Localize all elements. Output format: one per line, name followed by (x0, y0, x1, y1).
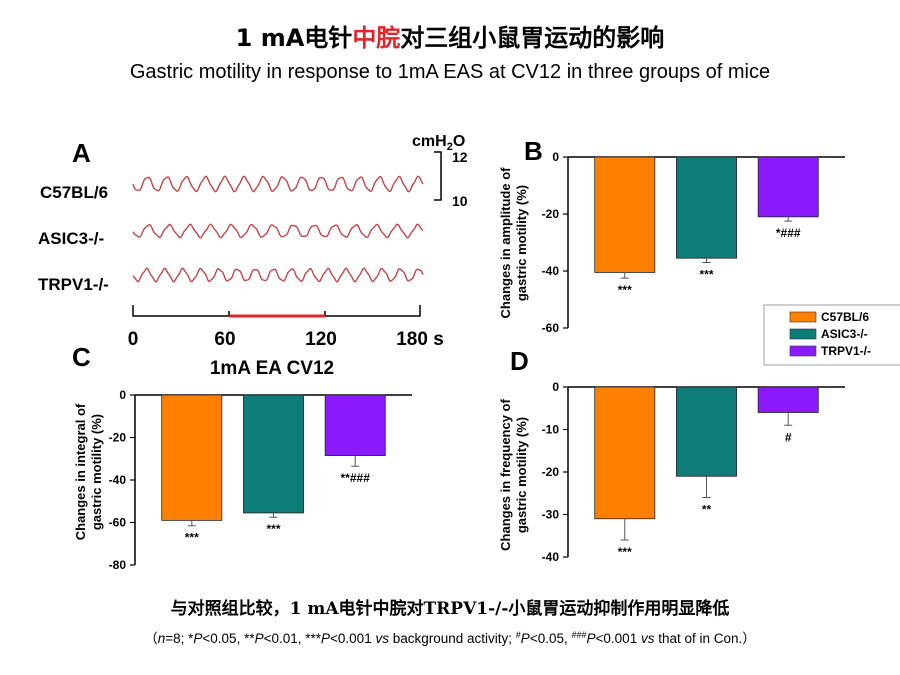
error-bar-c-asic3 (269, 512, 278, 518)
sig-label-d-asic3: ** (702, 503, 712, 517)
title-cn-highlight: 中脘 (352, 24, 400, 52)
y-tick-label-c: -80 (109, 558, 127, 572)
y-tick-label-b: -40 (542, 264, 560, 278)
conclusion-cn: 与对照组比较，1 mA电针中脘对TRPV1-/-小鼠胃运动抑制作用明显降低 (171, 598, 730, 619)
bar-d-c57 (594, 386, 656, 520)
legend-label-trpv1: TRPV1-/- (821, 344, 871, 358)
y-tick-label-c: -60 (109, 516, 127, 530)
time-tick-120: 120 (305, 329, 337, 350)
scale-unit: cmH2O (412, 133, 465, 153)
legend-label-c57: C57BL/6 (821, 310, 869, 324)
title-en: Gastric motility in response to 1mA EAS … (130, 61, 770, 83)
scale-top: 12 (452, 149, 468, 165)
legend-box (763, 304, 900, 366)
legend-swatch-trpv1 (789, 345, 817, 357)
sig-label-c-c57: *** (185, 531, 199, 545)
legend: C57BL/6 ASIC3-/- TRPV1-/- (763, 304, 900, 366)
sig-label-b-trpv1: *### (776, 226, 801, 240)
sig-label-d-c57: *** (618, 545, 632, 559)
y-tick-label-b: 0 (552, 150, 559, 164)
time-tick-180: 180 s (396, 329, 444, 350)
trace-asic3 (132, 223, 424, 239)
y-axis-title-c: Changes in integral of (73, 403, 88, 540)
y-tick-label-c: 0 (119, 388, 126, 402)
time-axis (132, 305, 421, 317)
footnote: （n=8; *P<0.05, **P<0.01, ***P<0.001 vs b… (144, 630, 756, 646)
time-tick-60: 60 (214, 329, 235, 350)
y-tick-label-d: -20 (542, 465, 560, 479)
title-cn: 1 mA电针中脘对三组小鼠胃运动的影响 (236, 24, 665, 52)
bar-c-c57 (161, 394, 223, 521)
legend-swatch-c57 (789, 311, 817, 323)
y-tick-label-d: 0 (552, 380, 559, 394)
time-tick-0: 0 (128, 329, 139, 350)
stim-label: 1mA EA CV12 (210, 358, 334, 379)
y-tick-label-b: -60 (542, 321, 560, 335)
y-axis-title-d: gastric motility (%) (514, 417, 529, 533)
trace-label-asic3: ASIC3-/- (38, 229, 104, 248)
scale-bottom: 10 (452, 193, 468, 209)
y-axis-title-c: gastric motility (%) (89, 414, 104, 530)
error-bar-b-trpv1 (784, 216, 793, 222)
error-bar-b-asic3 (702, 258, 711, 263)
y-axis-title-d: Changes in frequency of (498, 398, 513, 550)
title-cn-pre: 1 mA电针 (236, 24, 353, 52)
bar-b-c57 (594, 156, 656, 273)
panel-a-label: A (72, 138, 91, 168)
panel-d-label: D (510, 346, 529, 376)
legend-label-asic3: ASIC3-/- (821, 327, 868, 341)
trace-c57 (132, 175, 424, 193)
y-axis-title-b: gastric motility (%) (514, 185, 529, 301)
panel-c-label: C (72, 342, 91, 372)
sig-label-b-c57: *** (618, 283, 632, 297)
chart-c-integral: 0 -20 -40 -60 -80 Changes in integral of gastr… (73, 388, 412, 572)
y-tick-label-c: -20 (109, 431, 127, 445)
bar-b-asic3 (676, 156, 737, 259)
scale-bar (434, 151, 442, 201)
bar-d-trpv1 (757, 386, 819, 413)
error-bar-d-c57 (620, 518, 629, 541)
chart-d-frequency: 0 -10 -20 -30 -40 Changes in frequency of gast… (498, 380, 845, 564)
trace-label-c57: C57BL/6 (40, 183, 108, 202)
y-tick-label-c: -40 (109, 473, 127, 487)
error-bar-c-trpv1 (351, 455, 360, 467)
y-tick-label-d: -40 (542, 550, 560, 564)
trace-label-trpv1: TRPV1-/- (38, 275, 109, 294)
y-tick-label-d: -10 (542, 423, 560, 437)
error-bar-c-c57 (187, 520, 196, 527)
sig-label-d-trpv1: # (785, 430, 792, 444)
y-tick-label-b: -20 (542, 207, 560, 221)
bar-c-trpv1 (324, 394, 386, 456)
y-tick-label-d: -30 (542, 508, 560, 522)
trace-trpv1 (132, 267, 424, 283)
error-bar-b-c57 (620, 272, 629, 279)
panel-b-label: B (524, 136, 543, 166)
sig-label-c-asic3: *** (266, 522, 280, 536)
bar-c-asic3 (243, 394, 304, 514)
title-cn-post: 对三组小鼠胃运动的影响 (400, 24, 664, 52)
y-axis-title-b: Changes in amplitude of (498, 167, 513, 319)
legend-swatch-asic3 (789, 328, 817, 340)
error-bar-d-trpv1 (784, 412, 793, 426)
bar-b-trpv1 (757, 156, 819, 218)
error-bar-d-asic3 (702, 476, 711, 498)
sig-label-b-asic3: *** (699, 267, 713, 281)
chart-b-amplitude: 0 -20 -40 -60 Changes in amplitude of gastric… (498, 150, 845, 335)
bar-d-asic3 (676, 386, 737, 477)
sig-label-c-trpv1: **### (341, 471, 371, 485)
